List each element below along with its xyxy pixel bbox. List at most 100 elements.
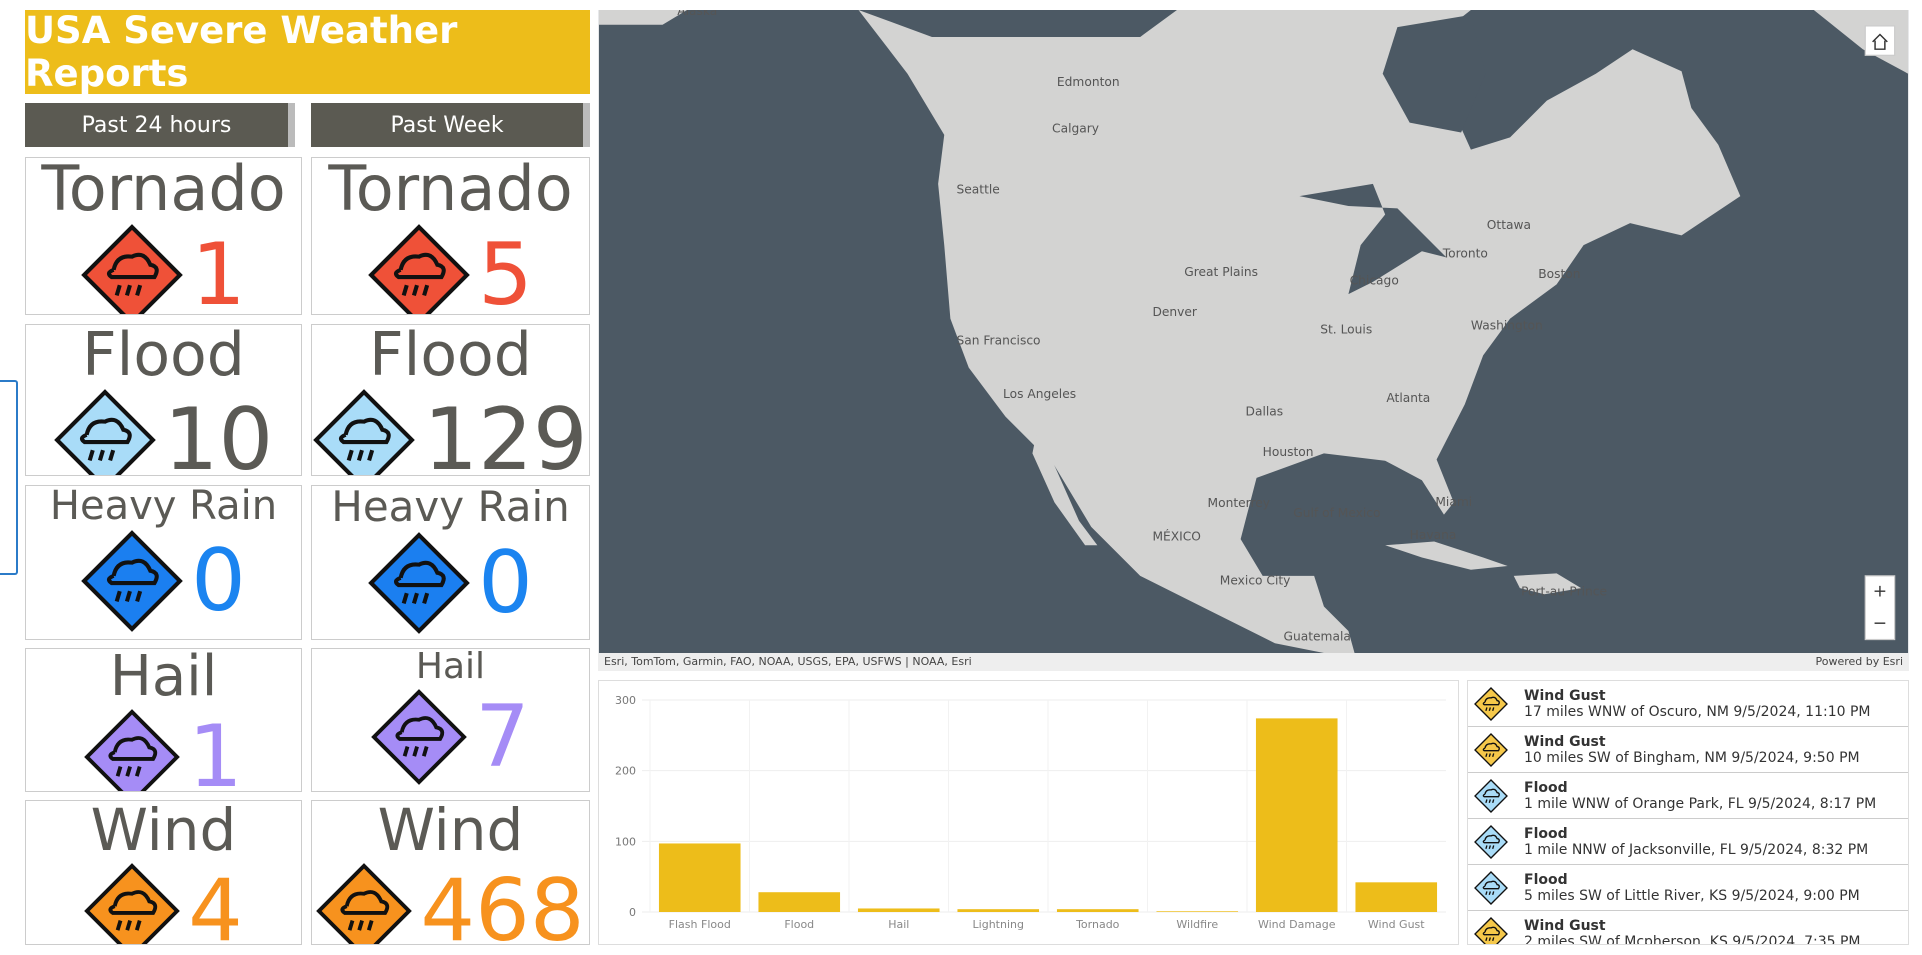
icon-glyph [1482,742,1500,757]
x-tick-label: Hail [888,918,909,931]
report-item[interactable]: Wind Gust 2 miles SW of Mcpherson, KS 9/5… [1468,911,1908,945]
report-title: Flood [1524,779,1568,796]
card-label: Wind [377,800,524,864]
card-count: 5 [478,225,533,315]
card: Wind 468 [311,800,590,945]
dashboard-title: USA Severe Weather Reports [25,9,590,95]
icon-glyph [107,252,159,296]
report-icon [1468,824,1514,859]
report-item[interactable]: Flood 5 miles SW of Little River, KS 9/5/… [1468,865,1908,911]
icon [53,389,156,475]
card-count: 0 [478,533,533,633]
icon-diamond [313,389,416,475]
icon [1474,870,1508,905]
map-label: Havana [1410,528,1457,542]
map[interactable]: Alaska Edmonton Calgary Seattle San Francisc… [598,10,1909,653]
icon [371,689,467,785]
card-count: 4 [188,861,243,945]
hudson-bay [1382,14,1486,133]
report-icon [1468,916,1514,944]
card-row: 10 [26,389,301,475]
bar [1156,911,1239,912]
icon [84,709,180,791]
card-count: 0 [191,531,246,631]
icon-diamond [81,224,183,314]
icon-diamond [84,709,180,791]
card: Wind 4 [25,800,302,945]
report-item[interactable]: Flood 1 mile NNW of Jacksonville, FL 9/5/… [1468,819,1908,865]
report-icon [1468,778,1514,813]
bar [957,909,1040,912]
icon [84,863,180,944]
report-icon [1468,870,1514,905]
zoom-out[interactable]: − [1873,614,1887,634]
report-item[interactable]: Flood 1 mile WNW of Orange Park, FL 9/5/2… [1468,773,1908,819]
card-row: 7 [312,689,589,785]
card-count: 468 [420,861,585,945]
report-text: Flood 1 mile WNW of Orange Park, FL 9/5/2… [1514,780,1876,812]
x-tick-label: Tornado [1075,918,1120,931]
map-labels: Alaska Edmonton Calgary Seattle San Francisc… [677,10,1607,644]
card-row: 0 [26,530,301,632]
zoom-in[interactable]: + [1873,582,1887,602]
report-description: 17 miles WNW of Oscuro, NM 9/5/2024, 11:… [1524,703,1871,720]
icon [81,530,183,632]
y-tick-label: 200 [615,765,636,778]
report-description: 1 mile WNW of Orange Park, FL 9/5/2024, … [1524,795,1877,812]
card-label: Wind [90,800,237,864]
map-label: St. Louis [1320,322,1372,336]
icon-glyph [1482,880,1500,895]
map-label: Guatemala [1284,630,1351,644]
card-count: 1 [188,707,243,792]
report-title: Flood [1524,825,1568,842]
icon-glyph [395,716,445,757]
side-toggle[interactable] [0,380,18,575]
report-description: 10 miles SW of Bingham, NM 9/5/2024, 9:5… [1524,749,1860,766]
map-label: San Francisco [956,333,1040,347]
home-icon [1872,33,1888,50]
attribution-bar: Esri, TomTom, Garmin, FAO, NOAA, USGS, E… [598,653,1909,671]
powered-by[interactable]: Powered by Esri [1815,655,1903,668]
icon-glyph [339,417,392,461]
card: Flood 10 [25,324,302,476]
icon-diamond [368,224,470,314]
map-label: Port-au-Prince [1521,584,1607,598]
card-count: 1 [191,225,246,315]
card-count: 7 [475,687,530,787]
report-description: 5 miles SW of Little River, KS 9/5/2024,… [1524,887,1860,904]
x-tick-label: Flash Flood [669,918,731,931]
report-item[interactable]: Wind Gust 10 miles SW of Bingham, NM 9/5/… [1468,727,1908,773]
report-icon [1468,732,1514,767]
report-description: 2 miles SW of Mcpherson, KS 9/5/2024, 7:… [1524,933,1861,945]
icon-glyph [108,890,158,931]
report-text: Flood 5 miles SW of Little River, KS 9/5/… [1514,872,1860,904]
tab[interactable]: Past Week [311,103,590,147]
baja [1032,434,1098,546]
report-title: Wind Gust [1524,733,1606,750]
y-tick-label: 0 [629,906,636,919]
map-label: Atlanta [1386,391,1430,405]
icon [1474,686,1508,721]
zoom-control[interactable] [1864,575,1896,641]
report-item[interactable]: Wind Gust 17 miles WNW of Oscuro, NM 9/5/… [1468,681,1908,727]
card-label: Flood [369,324,532,390]
card-label: Hail [415,648,486,687]
icon-glyph [79,417,132,461]
bar [758,892,841,912]
attribution: Esri, TomTom, Garmin, FAO, NOAA, USGS, E… [604,655,972,668]
icon [1474,778,1508,813]
icon-glyph [1482,696,1500,711]
tab[interactable]: Past 24 hours [25,103,295,147]
icon-diamond [1474,916,1508,944]
bar [1255,718,1338,912]
card-row: 1 [26,224,301,315]
map-label: Gulf of Mexico [1293,506,1380,520]
card: Hail 7 [311,648,590,792]
icon-diamond [53,389,156,475]
card-row: 1 [26,707,301,792]
map-label: Houston [1263,445,1314,459]
map-label: Alaska [677,10,717,18]
report-text: Wind Gust 2 miles SW of Mcpherson, KS 9/5… [1514,918,1861,945]
home-button[interactable] [1864,25,1896,56]
hispaniola [1513,573,1582,595]
